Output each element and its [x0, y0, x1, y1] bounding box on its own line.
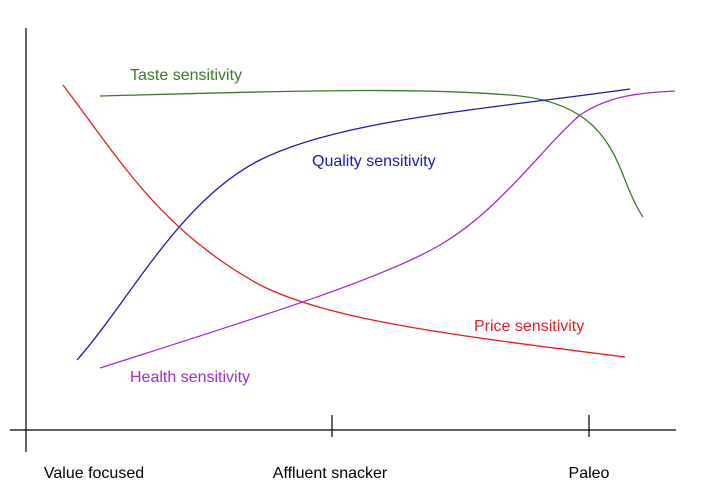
- quality-curve: [76, 88, 631, 361]
- x-label: Affluent snacker: [273, 465, 388, 482]
- taste-curve: [99, 89, 644, 218]
- curve-label: Health sensitivity: [130, 369, 250, 386]
- price-curve: [62, 84, 626, 358]
- health-curve: [99, 90, 676, 369]
- x-label: Value focused: [44, 465, 144, 482]
- x-label: Paleo: [569, 465, 610, 482]
- curve-label: Taste sensitivity: [130, 67, 242, 84]
- curve-label: Quality sensitivity: [312, 153, 436, 170]
- curve-label: Price sensitivity: [474, 318, 584, 335]
